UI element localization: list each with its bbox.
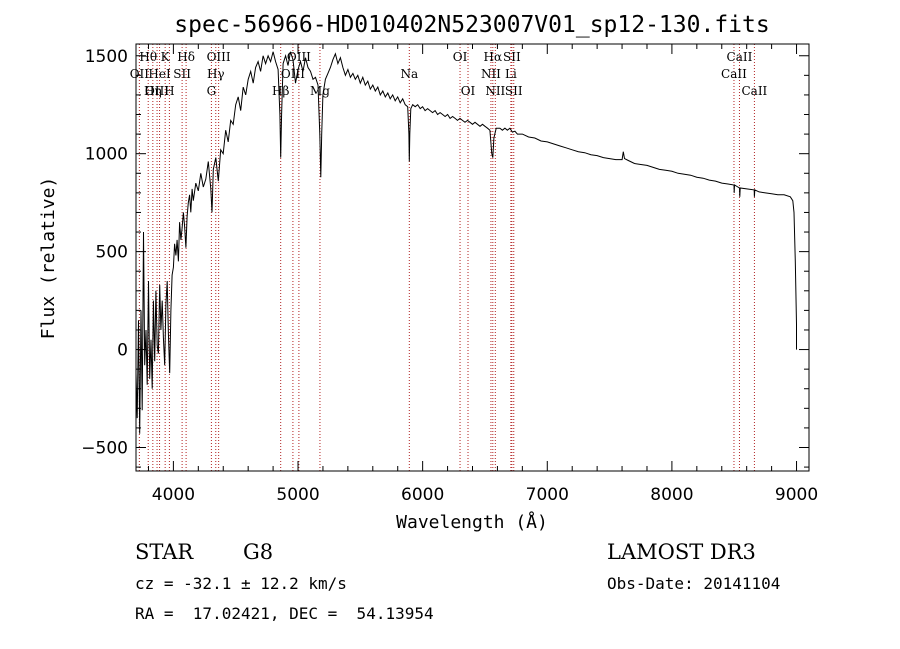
survey-name: LAMOST DR3 [607, 540, 756, 564]
sky-coordinates: RA = 17.02421, DEC = 54.13954 [135, 604, 434, 623]
x-tick-label: 9000 [775, 485, 818, 505]
line-label: Hδ [177, 50, 195, 64]
y-tick-label: 500 [96, 243, 128, 263]
x-tick-label: 7000 [526, 485, 569, 505]
y-tick-label: −500 [81, 438, 128, 458]
spectrum-curve [135, 51, 797, 434]
plot-frame [135, 43, 810, 472]
line-label: OIII [281, 67, 305, 81]
spectral-line-markers [138, 44, 755, 471]
y-tick-label: 1500 [85, 47, 128, 67]
line-label: Hβ [272, 84, 289, 98]
y-tick-label: 1000 [85, 145, 128, 165]
x-tick-label: 8000 [650, 485, 693, 505]
line-label: Hθ [139, 50, 157, 64]
x-tick-label: 6000 [401, 485, 444, 505]
line-label: NII [481, 67, 501, 81]
y-axis-label: Flux (relative) [38, 177, 59, 340]
line-label: SII [503, 50, 521, 64]
line-label: SII [173, 67, 191, 81]
redshift-velocity: cz = -32.1 ± 12.2 km/s [135, 574, 347, 593]
line-label: Mg [310, 84, 330, 98]
x-axis-label: Wavelength (Å) [396, 511, 548, 533]
line-label: OI [461, 84, 476, 98]
line-label: Hα [484, 50, 503, 64]
axis-ticks [136, 44, 809, 471]
line-label: Na [400, 67, 418, 81]
line-label: G [207, 84, 217, 98]
line-label: Hη [144, 84, 162, 98]
line-label: H [164, 84, 174, 98]
x-tick-label: 4000 [152, 485, 195, 505]
observation-date: Obs-Date: 20141104 [607, 574, 781, 593]
line-label: OII [130, 67, 150, 81]
line-label: Li [505, 67, 517, 81]
spectral-subclass: G8 [243, 540, 274, 564]
line-label: CaII [721, 67, 747, 81]
x-tick-label: 5000 [276, 485, 319, 505]
chart-title: spec-56966-HD010402N523007V01_sp12-130.f… [174, 12, 769, 38]
object-class: STAR [135, 540, 194, 564]
line-label: OI [453, 50, 468, 64]
line-label: HeI [148, 67, 171, 81]
line-label: K [161, 50, 171, 64]
y-tick-label: 0 [117, 341, 128, 361]
line-label: OIII [207, 50, 231, 64]
line-label: NII [485, 84, 505, 98]
line-label: SII [505, 84, 523, 98]
line-label: OIII [145, 84, 169, 98]
line-label: Hγ [207, 67, 225, 81]
line-label: CaII [727, 50, 753, 64]
axis-tick-labels: 4000 5000 6000 7000 8000 9000 −500 0 500 1000 1500 [81, 47, 818, 505]
line-label: CaII [741, 84, 767, 98]
